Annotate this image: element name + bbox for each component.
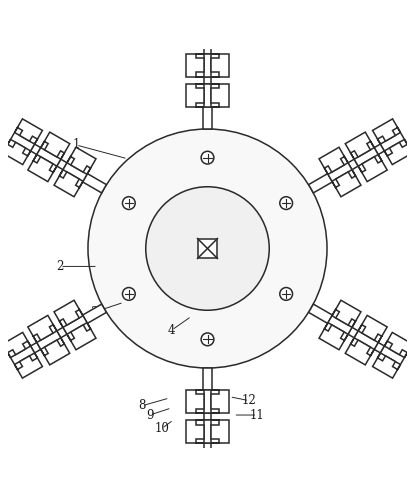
Polygon shape xyxy=(37,331,61,349)
Polygon shape xyxy=(186,420,203,443)
Circle shape xyxy=(280,288,293,300)
Text: 1: 1 xyxy=(72,139,80,152)
Polygon shape xyxy=(212,420,229,443)
Circle shape xyxy=(122,197,135,209)
Polygon shape xyxy=(41,132,70,159)
Polygon shape xyxy=(63,316,87,334)
Polygon shape xyxy=(37,148,61,166)
Polygon shape xyxy=(358,316,387,342)
Bar xyxy=(198,239,217,258)
Polygon shape xyxy=(345,132,374,159)
Polygon shape xyxy=(67,323,96,350)
Polygon shape xyxy=(186,84,203,107)
Polygon shape xyxy=(188,23,203,47)
Circle shape xyxy=(280,197,293,209)
Polygon shape xyxy=(384,332,412,358)
Polygon shape xyxy=(354,148,378,166)
Polygon shape xyxy=(203,450,212,474)
Polygon shape xyxy=(384,139,412,165)
Polygon shape xyxy=(31,342,41,353)
Circle shape xyxy=(201,333,214,346)
Polygon shape xyxy=(203,443,212,450)
Polygon shape xyxy=(348,328,358,338)
Polygon shape xyxy=(358,155,387,181)
Text: 8: 8 xyxy=(138,400,145,413)
Text: 11: 11 xyxy=(250,409,265,421)
Polygon shape xyxy=(28,155,57,181)
Polygon shape xyxy=(345,338,374,365)
Polygon shape xyxy=(374,144,384,155)
Polygon shape xyxy=(332,169,361,197)
Polygon shape xyxy=(328,316,352,334)
Polygon shape xyxy=(15,119,42,144)
Polygon shape xyxy=(203,390,212,413)
Text: 3: 3 xyxy=(90,306,98,319)
Polygon shape xyxy=(212,54,229,77)
Polygon shape xyxy=(374,342,384,353)
Circle shape xyxy=(146,187,269,310)
Polygon shape xyxy=(3,332,31,358)
Polygon shape xyxy=(319,323,348,350)
Polygon shape xyxy=(332,300,361,328)
Polygon shape xyxy=(354,331,378,349)
Polygon shape xyxy=(3,139,31,165)
Text: 12: 12 xyxy=(242,394,257,407)
Polygon shape xyxy=(186,54,203,77)
Polygon shape xyxy=(54,169,83,197)
Polygon shape xyxy=(212,450,227,474)
Polygon shape xyxy=(203,84,212,107)
Polygon shape xyxy=(212,390,229,413)
Polygon shape xyxy=(57,328,67,338)
Polygon shape xyxy=(15,353,42,378)
Text: 10: 10 xyxy=(154,422,169,435)
Polygon shape xyxy=(319,147,348,174)
Polygon shape xyxy=(188,450,203,474)
Polygon shape xyxy=(203,77,212,84)
Polygon shape xyxy=(373,119,400,144)
Text: 4: 4 xyxy=(168,324,176,336)
Polygon shape xyxy=(28,316,57,342)
Text: 2: 2 xyxy=(56,260,64,273)
Polygon shape xyxy=(348,159,358,169)
Polygon shape xyxy=(328,163,352,181)
Circle shape xyxy=(88,129,327,368)
Polygon shape xyxy=(203,413,212,420)
Polygon shape xyxy=(373,353,400,378)
Polygon shape xyxy=(10,346,34,364)
Polygon shape xyxy=(83,173,106,193)
Polygon shape xyxy=(186,390,203,413)
Polygon shape xyxy=(83,304,106,324)
Polygon shape xyxy=(67,147,96,174)
Polygon shape xyxy=(381,346,405,364)
Polygon shape xyxy=(63,163,87,181)
Polygon shape xyxy=(203,54,212,77)
Polygon shape xyxy=(203,107,212,129)
Polygon shape xyxy=(57,159,67,169)
Polygon shape xyxy=(41,338,70,365)
Polygon shape xyxy=(203,420,212,443)
Circle shape xyxy=(122,288,135,300)
Polygon shape xyxy=(203,47,212,54)
Polygon shape xyxy=(212,84,229,107)
Polygon shape xyxy=(212,23,227,47)
Polygon shape xyxy=(203,368,212,390)
Polygon shape xyxy=(309,173,332,193)
Circle shape xyxy=(201,151,214,164)
Polygon shape xyxy=(31,144,41,155)
Polygon shape xyxy=(10,133,34,151)
Polygon shape xyxy=(309,304,332,324)
Polygon shape xyxy=(203,23,212,47)
Text: 9: 9 xyxy=(146,409,154,421)
Polygon shape xyxy=(54,300,83,328)
Polygon shape xyxy=(381,133,405,151)
